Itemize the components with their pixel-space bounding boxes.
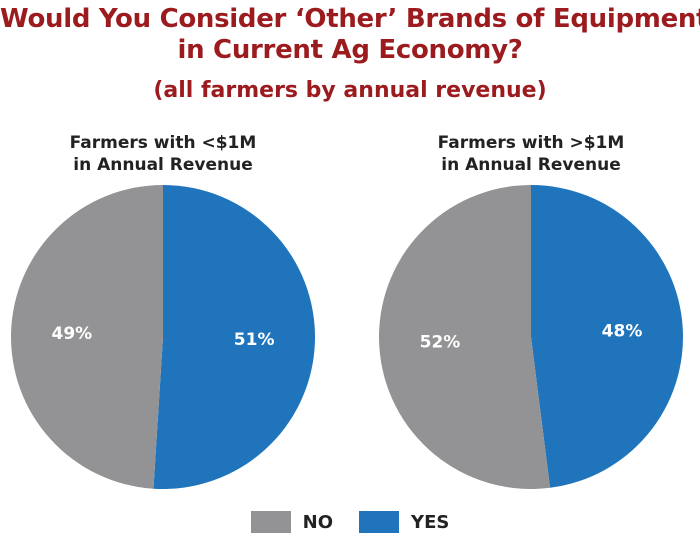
pie-1-title-line-2: in Annual Revenue: [73, 155, 253, 175]
pie-chart-1: Farmers with <$1M in Annual Revenue 51% 4…: [11, 133, 316, 490]
pie-chart-2: Farmers with >$1M in Annual Revenue 48% 5…: [379, 133, 683, 489]
pie-2-label-no: 52%: [420, 333, 461, 353]
legend: NO YES: [0, 511, 700, 533]
pie-1-slice-no: [11, 185, 163, 489]
pie-2-title-line-1: Farmers with >$1M: [438, 133, 625, 153]
legend-item-yes: YES: [359, 511, 449, 533]
legend-swatch-yes: [359, 511, 400, 533]
chart-subtitle: (all farmers by annual revenue): [153, 78, 547, 103]
legend-label-yes: YES: [411, 511, 450, 533]
pie-1-slices: 51% 49%: [11, 185, 316, 490]
pie-1-slice-yes: [153, 185, 316, 490]
legend-label-no: NO: [302, 511, 334, 533]
pie-1-label-no: 49%: [51, 324, 92, 344]
pie-2-label-yes: 48%: [602, 321, 643, 341]
pie-2-slices: 48% 52%: [379, 185, 683, 489]
pie-2-title-line-2: in Annual Revenue: [441, 155, 621, 175]
chart-title-line-2: in Current Ag Economy?: [177, 35, 523, 65]
pie-2-slice-yes: [531, 185, 683, 488]
legend-item-no: NO: [250, 511, 334, 533]
chart-title: Would You Consider ‘Other’ Brands of Equ…: [0, 4, 700, 66]
pie-2-slice-no: [379, 185, 551, 489]
pie-1-label-yes: 51%: [234, 330, 275, 350]
pie-1-title-line-1: Farmers with <$1M: [70, 133, 257, 153]
legend-swatch-no: [250, 511, 291, 533]
chart-title-line-1: Would You Consider ‘Other’ Brands of Equ…: [0, 4, 700, 34]
